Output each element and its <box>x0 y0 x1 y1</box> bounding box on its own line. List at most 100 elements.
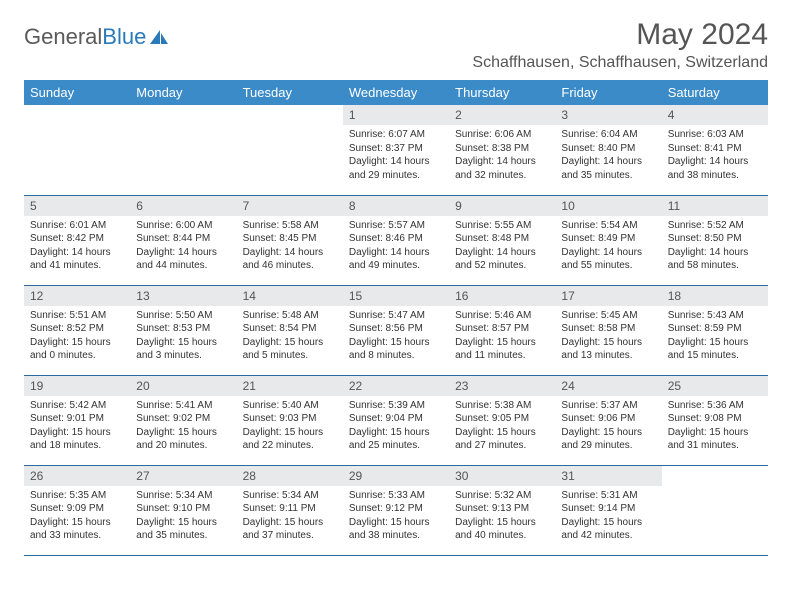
calendar-cell: 29Sunrise: 5:33 AMSunset: 9:12 PMDayligh… <box>343 465 449 555</box>
weekday-header: Friday <box>555 80 661 105</box>
day-number: 29 <box>343 466 449 486</box>
calendar-row: 5Sunrise: 6:01 AMSunset: 8:42 PMDaylight… <box>24 195 768 285</box>
calendar-cell: 25Sunrise: 5:36 AMSunset: 9:08 PMDayligh… <box>662 375 768 465</box>
calendar-cell <box>24 105 130 195</box>
day-number: 9 <box>449 196 555 216</box>
day-content: Sunrise: 6:03 AMSunset: 8:41 PMDaylight:… <box>662 125 768 188</box>
day-number: 26 <box>24 466 130 486</box>
day-number: 18 <box>662 286 768 306</box>
weekday-header: Tuesday <box>237 80 343 105</box>
day-content: Sunrise: 5:58 AMSunset: 8:45 PMDaylight:… <box>237 216 343 279</box>
day-number: 5 <box>24 196 130 216</box>
calendar-cell: 15Sunrise: 5:47 AMSunset: 8:56 PMDayligh… <box>343 285 449 375</box>
calendar-cell: 26Sunrise: 5:35 AMSunset: 9:09 PMDayligh… <box>24 465 130 555</box>
calendar-cell <box>237 105 343 195</box>
day-number: 10 <box>555 196 661 216</box>
day-content: Sunrise: 5:52 AMSunset: 8:50 PMDaylight:… <box>662 216 768 279</box>
calendar-cell: 21Sunrise: 5:40 AMSunset: 9:03 PMDayligh… <box>237 375 343 465</box>
calendar-cell: 11Sunrise: 5:52 AMSunset: 8:50 PMDayligh… <box>662 195 768 285</box>
calendar-row: 19Sunrise: 5:42 AMSunset: 9:01 PMDayligh… <box>24 375 768 465</box>
calendar-cell: 12Sunrise: 5:51 AMSunset: 8:52 PMDayligh… <box>24 285 130 375</box>
calendar-cell: 17Sunrise: 5:45 AMSunset: 8:58 PMDayligh… <box>555 285 661 375</box>
weekday-row: SundayMondayTuesdayWednesdayThursdayFrid… <box>24 80 768 105</box>
calendar-head: SundayMondayTuesdayWednesdayThursdayFrid… <box>24 80 768 105</box>
calendar-cell: 24Sunrise: 5:37 AMSunset: 9:06 PMDayligh… <box>555 375 661 465</box>
day-number: 30 <box>449 466 555 486</box>
day-content: Sunrise: 5:36 AMSunset: 9:08 PMDaylight:… <box>662 396 768 459</box>
day-content: Sunrise: 5:45 AMSunset: 8:58 PMDaylight:… <box>555 306 661 369</box>
day-number: 1 <box>343 105 449 125</box>
weekday-header: Wednesday <box>343 80 449 105</box>
day-number: 17 <box>555 286 661 306</box>
day-content: Sunrise: 5:39 AMSunset: 9:04 PMDaylight:… <box>343 396 449 459</box>
brand-logo: GeneralBlue <box>24 18 170 50</box>
calendar-cell: 30Sunrise: 5:32 AMSunset: 9:13 PMDayligh… <box>449 465 555 555</box>
day-content: Sunrise: 5:43 AMSunset: 8:59 PMDaylight:… <box>662 306 768 369</box>
day-content: Sunrise: 5:33 AMSunset: 9:12 PMDaylight:… <box>343 486 449 549</box>
calendar-cell: 5Sunrise: 6:01 AMSunset: 8:42 PMDaylight… <box>24 195 130 285</box>
calendar-cell: 27Sunrise: 5:34 AMSunset: 9:10 PMDayligh… <box>130 465 236 555</box>
weekday-header: Saturday <box>662 80 768 105</box>
day-number: 21 <box>237 376 343 396</box>
day-number: 28 <box>237 466 343 486</box>
day-content: Sunrise: 5:57 AMSunset: 8:46 PMDaylight:… <box>343 216 449 279</box>
calendar-cell: 31Sunrise: 5:31 AMSunset: 9:14 PMDayligh… <box>555 465 661 555</box>
brand-part2: Blue <box>102 24 146 50</box>
day-content: Sunrise: 6:01 AMSunset: 8:42 PMDaylight:… <box>24 216 130 279</box>
calendar-cell: 18Sunrise: 5:43 AMSunset: 8:59 PMDayligh… <box>662 285 768 375</box>
day-content: Sunrise: 5:40 AMSunset: 9:03 PMDaylight:… <box>237 396 343 459</box>
day-number: 31 <box>555 466 661 486</box>
day-number: 3 <box>555 105 661 125</box>
calendar-cell: 19Sunrise: 5:42 AMSunset: 9:01 PMDayligh… <box>24 375 130 465</box>
day-number: 13 <box>130 286 236 306</box>
header: GeneralBlue May 2024 Schaffhausen, Schaf… <box>24 18 768 72</box>
day-number: 20 <box>130 376 236 396</box>
day-number: 27 <box>130 466 236 486</box>
day-content: Sunrise: 5:35 AMSunset: 9:09 PMDaylight:… <box>24 486 130 549</box>
day-number: 16 <box>449 286 555 306</box>
day-content: Sunrise: 5:42 AMSunset: 9:01 PMDaylight:… <box>24 396 130 459</box>
calendar-row: 26Sunrise: 5:35 AMSunset: 9:09 PMDayligh… <box>24 465 768 555</box>
calendar-cell <box>130 105 236 195</box>
calendar-table: SundayMondayTuesdayWednesdayThursdayFrid… <box>24 80 768 556</box>
calendar-cell: 6Sunrise: 6:00 AMSunset: 8:44 PMDaylight… <box>130 195 236 285</box>
brand-sail-icon <box>148 28 170 46</box>
day-number: 22 <box>343 376 449 396</box>
calendar-cell: 22Sunrise: 5:39 AMSunset: 9:04 PMDayligh… <box>343 375 449 465</box>
calendar-cell: 9Sunrise: 5:55 AMSunset: 8:48 PMDaylight… <box>449 195 555 285</box>
calendar-cell: 13Sunrise: 5:50 AMSunset: 8:53 PMDayligh… <box>130 285 236 375</box>
day-number: 12 <box>24 286 130 306</box>
day-number: 4 <box>662 105 768 125</box>
month-title: May 2024 <box>472 18 768 52</box>
calendar-cell: 8Sunrise: 5:57 AMSunset: 8:46 PMDaylight… <box>343 195 449 285</box>
day-number: 2 <box>449 105 555 125</box>
day-content: Sunrise: 5:32 AMSunset: 9:13 PMDaylight:… <box>449 486 555 549</box>
day-content: Sunrise: 5:55 AMSunset: 8:48 PMDaylight:… <box>449 216 555 279</box>
day-content: Sunrise: 5:46 AMSunset: 8:57 PMDaylight:… <box>449 306 555 369</box>
day-content: Sunrise: 6:00 AMSunset: 8:44 PMDaylight:… <box>130 216 236 279</box>
calendar-cell: 16Sunrise: 5:46 AMSunset: 8:57 PMDayligh… <box>449 285 555 375</box>
calendar-cell: 14Sunrise: 5:48 AMSunset: 8:54 PMDayligh… <box>237 285 343 375</box>
day-number: 23 <box>449 376 555 396</box>
day-number: 11 <box>662 196 768 216</box>
day-number: 25 <box>662 376 768 396</box>
weekday-header: Thursday <box>449 80 555 105</box>
location: Schaffhausen, Schaffhausen, Switzerland <box>472 54 768 72</box>
calendar-cell: 20Sunrise: 5:41 AMSunset: 9:02 PMDayligh… <box>130 375 236 465</box>
day-number: 7 <box>237 196 343 216</box>
weekday-header: Sunday <box>24 80 130 105</box>
calendar-cell: 1Sunrise: 6:07 AMSunset: 8:37 PMDaylight… <box>343 105 449 195</box>
day-content: Sunrise: 5:50 AMSunset: 8:53 PMDaylight:… <box>130 306 236 369</box>
day-content: Sunrise: 5:31 AMSunset: 9:14 PMDaylight:… <box>555 486 661 549</box>
calendar-cell: 2Sunrise: 6:06 AMSunset: 8:38 PMDaylight… <box>449 105 555 195</box>
day-content: Sunrise: 5:34 AMSunset: 9:11 PMDaylight:… <box>237 486 343 549</box>
calendar-row: 12Sunrise: 5:51 AMSunset: 8:52 PMDayligh… <box>24 285 768 375</box>
calendar-cell <box>662 465 768 555</box>
calendar-body: 1Sunrise: 6:07 AMSunset: 8:37 PMDaylight… <box>24 105 768 555</box>
day-content: Sunrise: 6:04 AMSunset: 8:40 PMDaylight:… <box>555 125 661 188</box>
day-content: Sunrise: 5:41 AMSunset: 9:02 PMDaylight:… <box>130 396 236 459</box>
day-content: Sunrise: 5:47 AMSunset: 8:56 PMDaylight:… <box>343 306 449 369</box>
day-number: 15 <box>343 286 449 306</box>
title-block: May 2024 Schaffhausen, Schaffhausen, Swi… <box>472 18 768 72</box>
day-content: Sunrise: 5:38 AMSunset: 9:05 PMDaylight:… <box>449 396 555 459</box>
